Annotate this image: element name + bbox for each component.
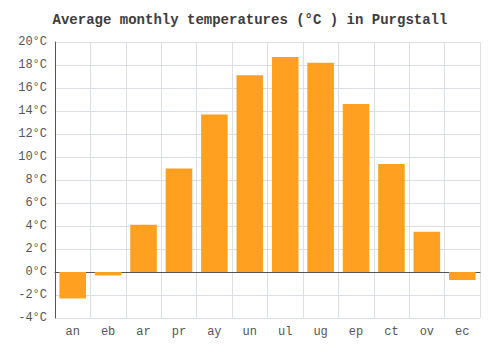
svg-text:4°C: 4°C	[25, 219, 47, 233]
svg-text:an: an	[66, 325, 80, 339]
svg-text:ep: ep	[349, 325, 363, 339]
svg-text:ay: ay	[207, 325, 221, 339]
svg-text:2°C: 2°C	[25, 242, 47, 256]
svg-text:ct: ct	[384, 325, 398, 339]
svg-text:ug: ug	[313, 325, 327, 339]
svg-text:ul: ul	[278, 325, 292, 339]
svg-text:ov: ov	[420, 325, 434, 339]
svg-text:12°C: 12°C	[18, 127, 47, 141]
svg-text:Average monthly temperatures (: Average monthly temperatures (°C ) in Pu…	[53, 12, 448, 28]
svg-text:10°C: 10°C	[18, 150, 47, 164]
svg-text:-4°C: -4°C	[18, 311, 47, 325]
svg-text:20°C: 20°C	[18, 35, 47, 49]
svg-text:ec: ec	[455, 325, 469, 339]
svg-text:ar: ar	[136, 325, 150, 339]
svg-text:-2°C: -2°C	[18, 288, 47, 302]
svg-text:14°C: 14°C	[18, 104, 47, 118]
svg-text:8°C: 8°C	[25, 173, 47, 187]
svg-text:0°C: 0°C	[25, 265, 47, 279]
svg-text:pr: pr	[172, 325, 186, 339]
svg-text:eb: eb	[101, 325, 115, 339]
svg-text:16°C: 16°C	[18, 81, 47, 95]
svg-text:18°C: 18°C	[18, 58, 47, 72]
svg-text:6°C: 6°C	[25, 196, 47, 210]
svg-text:un: un	[243, 325, 257, 339]
